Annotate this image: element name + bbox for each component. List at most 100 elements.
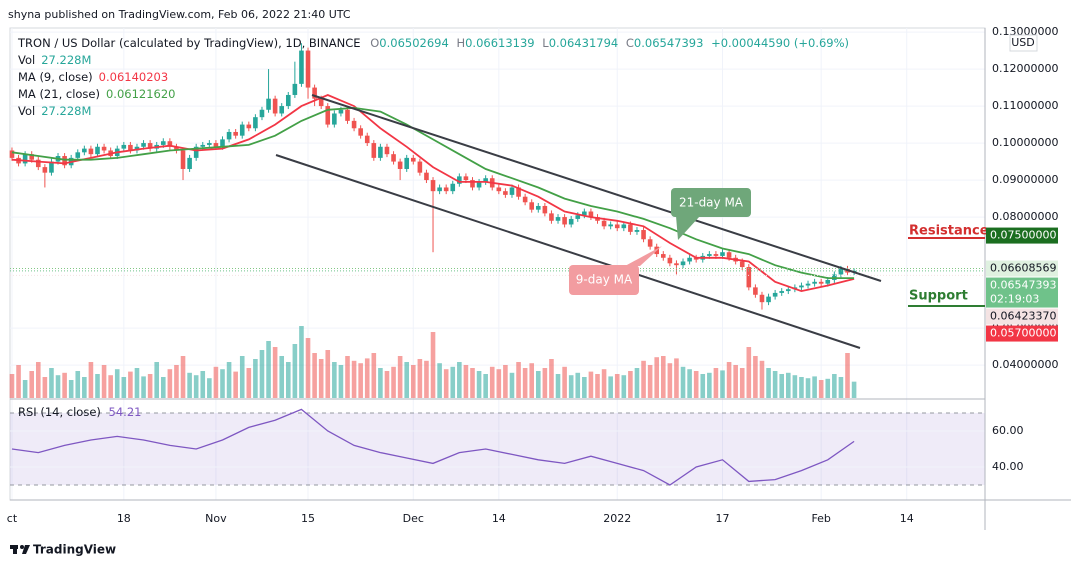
legend-name: Vol — [18, 104, 35, 118]
candle-body — [180, 150, 186, 169]
volume-bar — [266, 341, 271, 398]
candle-body — [279, 106, 285, 114]
candle-body — [167, 141, 173, 147]
candle-body — [680, 261, 686, 266]
volume-bar — [687, 369, 692, 398]
candle-body — [674, 263, 679, 266]
candle-body — [838, 268, 844, 275]
volume-bar — [845, 353, 850, 398]
x-tick-label: 2022 — [603, 512, 631, 525]
candle-body — [88, 148, 94, 155]
volume-bar — [476, 371, 482, 398]
candle-body — [378, 146, 383, 158]
candle-body — [568, 218, 574, 225]
volume-bar — [285, 362, 291, 398]
candle-body — [233, 131, 238, 136]
volume-bar — [147, 374, 153, 398]
support-label: Support — [909, 289, 968, 304]
candle-body — [312, 87, 317, 99]
candle-body — [417, 161, 423, 173]
candle-body — [193, 146, 199, 158]
volume-bar — [825, 378, 831, 398]
volume-bar — [305, 338, 311, 398]
volume-bar — [443, 369, 449, 398]
y-tick-label: 0.08000000 — [992, 210, 1058, 223]
candle-body — [351, 120, 357, 129]
countdown: 02:19:03 — [990, 293, 1039, 306]
volume-bar — [851, 381, 857, 398]
volume-bar — [193, 375, 199, 398]
volume-bar — [141, 376, 146, 398]
rsi-value: 54.21 — [109, 405, 142, 419]
legend-value: 27.228M — [41, 104, 91, 118]
volume-bar — [378, 368, 383, 398]
volume-bar — [174, 365, 179, 398]
candle-body — [542, 205, 548, 214]
volume-bar — [272, 347, 278, 398]
candle-body — [634, 230, 640, 232]
volume-bar — [312, 353, 317, 398]
price-label: 0.06608569 — [990, 262, 1056, 275]
candle-body — [753, 287, 758, 295]
price-label-box — [986, 277, 1058, 308]
volume-bar — [457, 362, 462, 398]
candle-body — [253, 117, 258, 129]
volume-bar — [417, 359, 423, 398]
volume-bar — [180, 356, 186, 398]
ohlc-label: C — [626, 36, 634, 50]
volume-bar — [746, 347, 752, 398]
ma-line — [11, 94, 855, 293]
volume-bar — [707, 372, 712, 398]
legend-entry: Vol 27.228M — [18, 53, 91, 67]
candle-body — [647, 239, 653, 247]
candle-body — [437, 187, 442, 192]
volume-bar — [121, 377, 127, 398]
candle-body — [174, 146, 179, 151]
volume-bar — [410, 365, 416, 398]
y-tick-label: 0.10000000 — [992, 136, 1058, 149]
y-tick-label: 40.00 — [992, 460, 1024, 473]
candle-body — [549, 213, 554, 221]
candle-body — [332, 113, 337, 125]
candle-body — [759, 294, 765, 303]
currency-box — [1009, 34, 1038, 52]
ohlc-value: 0.06547393 — [634, 36, 704, 50]
candle-body — [384, 146, 390, 155]
candle-body — [476, 181, 482, 188]
resistance-label: Resistance — [909, 224, 989, 239]
volume-bar — [128, 371, 133, 398]
chart-title: TRON / US Dollar (calculated by TradingV… — [17, 36, 361, 50]
y-tick-label: 0.11000000 — [992, 99, 1058, 112]
volume-bar — [358, 363, 363, 398]
volume-bar — [739, 368, 745, 398]
candle-body — [812, 281, 817, 284]
volume-bar — [509, 372, 515, 398]
volume-bar — [595, 374, 600, 398]
legend-entry: MA (9, close) 0.06140203 — [18, 70, 168, 84]
volume-bar — [167, 369, 173, 398]
candle-body — [345, 109, 350, 121]
publisher: shyna published on TradingView.com, Feb … — [8, 8, 351, 21]
volume-bar — [75, 371, 81, 398]
candle-body — [825, 279, 831, 284]
x-tick-label: 18 — [117, 512, 131, 525]
volume-bar — [792, 375, 798, 398]
candle-body — [35, 159, 41, 168]
candle-body — [660, 254, 666, 258]
candle-body — [687, 257, 692, 262]
candle-body — [101, 146, 107, 151]
candle-body — [535, 205, 541, 210]
candle-body — [772, 292, 778, 297]
volume-bar — [279, 356, 285, 398]
volume-bar — [437, 363, 442, 398]
volume-bar — [213, 366, 219, 398]
plot-layer: 0.040000000.050000000.080000000.09000000… — [9, 25, 1058, 500]
price-label-box — [986, 308, 1058, 325]
callout-text: 21-day MA — [679, 196, 744, 210]
candle-body — [575, 215, 581, 219]
y-tick-label: 0.04000000 — [992, 358, 1058, 371]
candle-body — [641, 230, 646, 240]
candle-body — [200, 144, 206, 147]
volume-bar — [351, 360, 357, 398]
